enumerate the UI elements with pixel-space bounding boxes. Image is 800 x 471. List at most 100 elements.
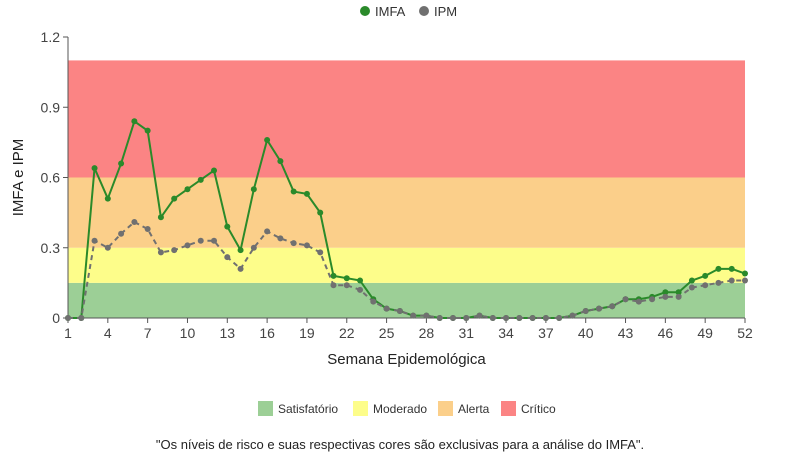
- data-point-ipm: [675, 293, 682, 300]
- legend-marker-imfa: [360, 6, 370, 16]
- x-tick-label: 40: [578, 325, 594, 341]
- zone-legend-swatch: [438, 401, 453, 416]
- data-point-ipm: [542, 315, 549, 321]
- data-point-ipm: [396, 307, 403, 314]
- x-tick-label: 22: [339, 325, 355, 341]
- data-point-ipm: [211, 237, 218, 244]
- zone-band-1: [68, 247, 745, 283]
- data-point-ipm: [609, 303, 616, 310]
- data-point-ipm: [330, 282, 337, 289]
- data-point-ipm: [157, 249, 164, 256]
- x-tick-label: 43: [618, 325, 634, 341]
- x-tick-label: 34: [498, 325, 514, 341]
- data-point-ipm: [410, 312, 417, 319]
- data-point-ipm: [622, 296, 629, 303]
- data-point-ipm: [277, 235, 284, 242]
- zone-legend-swatch: [501, 401, 516, 416]
- y-tick-label: 1.2: [41, 29, 61, 45]
- data-point-imfa: [277, 158, 284, 165]
- data-point-imfa: [211, 167, 218, 174]
- data-point-imfa: [264, 137, 271, 144]
- data-point-imfa: [118, 160, 125, 167]
- data-point-ipm: [728, 277, 735, 284]
- data-point-imfa: [91, 165, 98, 172]
- y-tick-label: 0.3: [41, 240, 61, 256]
- zone-band-2: [68, 177, 745, 248]
- data-point-imfa: [303, 190, 310, 197]
- data-point-ipm: [595, 305, 602, 312]
- y-axis-title: IMFA e IPM: [10, 139, 27, 217]
- data-point-ipm: [463, 315, 470, 321]
- series-line-ipm: [68, 220, 745, 319]
- x-tick-label: 37: [538, 325, 554, 341]
- data-point-ipm: [503, 315, 510, 321]
- data-point-imfa: [250, 186, 257, 193]
- y-tick-label: 0.9: [41, 99, 61, 115]
- data-point-imfa: [317, 209, 324, 216]
- data-point-ipm: [529, 315, 536, 321]
- legend-marker-ipm: [419, 6, 429, 16]
- legend-label-imfa: IMFA: [375, 4, 406, 19]
- data-point-ipm: [171, 247, 178, 254]
- data-point-imfa: [157, 214, 164, 221]
- data-point-ipm: [436, 315, 443, 321]
- data-point-imfa: [742, 270, 748, 277]
- zone-band-3: [68, 60, 745, 178]
- x-tick-label: 13: [220, 325, 236, 341]
- data-point-imfa: [197, 176, 204, 183]
- y-tick-label: 0.6: [41, 170, 61, 186]
- data-point-ipm: [131, 218, 138, 225]
- data-point-ipm: [742, 277, 748, 284]
- data-point-ipm: [343, 282, 350, 289]
- data-point-ipm: [476, 312, 483, 319]
- data-point-ipm: [489, 315, 496, 321]
- x-tick-label: 28: [419, 325, 435, 341]
- x-tick-label: 46: [658, 325, 674, 341]
- x-tick-label: 4: [104, 325, 112, 341]
- data-point-imfa: [357, 277, 364, 284]
- zone-legend-label: Alerta: [458, 402, 490, 416]
- x-tick-label: 49: [697, 325, 713, 341]
- data-point-ipm: [516, 315, 523, 321]
- data-point-ipm: [264, 228, 271, 235]
- zone-legend-label: Satisfatório: [278, 402, 338, 416]
- data-point-imfa: [131, 118, 138, 125]
- footnote: "Os níveis de risco e suas respectivas c…: [155, 437, 645, 452]
- data-point-ipm: [383, 305, 390, 312]
- data-point-ipm: [197, 237, 204, 244]
- x-tick-label: 16: [259, 325, 275, 341]
- data-point-imfa: [171, 195, 178, 202]
- data-point-ipm: [688, 284, 695, 291]
- data-point-ipm: [569, 312, 576, 319]
- x-tick-label: 7: [144, 325, 152, 341]
- data-point-ipm: [184, 242, 191, 249]
- data-point-imfa: [290, 188, 297, 195]
- data-point-ipm: [635, 298, 642, 305]
- data-point-imfa: [702, 272, 709, 279]
- data-point-imfa: [662, 289, 669, 296]
- x-tick-label: 31: [458, 325, 474, 341]
- data-point-ipm: [104, 244, 111, 251]
- data-point-ipm: [78, 315, 85, 321]
- zone-legend-swatch: [258, 401, 273, 416]
- x-tick-label: 52: [737, 325, 753, 341]
- x-axis-title: Semana Epidemológica: [327, 351, 486, 368]
- data-point-ipm: [649, 296, 656, 303]
- zone-legend-swatch: [353, 401, 368, 416]
- zone-legend-label: Crítico: [521, 402, 556, 416]
- data-point-ipm: [449, 315, 456, 321]
- data-point-ipm: [370, 298, 377, 305]
- x-tick-label: 25: [379, 325, 395, 341]
- data-point-ipm: [702, 282, 709, 289]
- data-point-ipm: [357, 286, 364, 293]
- data-point-imfa: [343, 275, 350, 282]
- zone-band-0: [68, 282, 745, 318]
- x-tick-label: 19: [299, 325, 315, 341]
- data-point-ipm: [250, 244, 257, 251]
- data-point-ipm: [91, 237, 98, 244]
- data-point-imfa: [237, 247, 244, 254]
- data-point-imfa: [330, 272, 337, 279]
- zone-legend-label: Moderado: [373, 402, 427, 416]
- data-point-ipm: [582, 307, 589, 314]
